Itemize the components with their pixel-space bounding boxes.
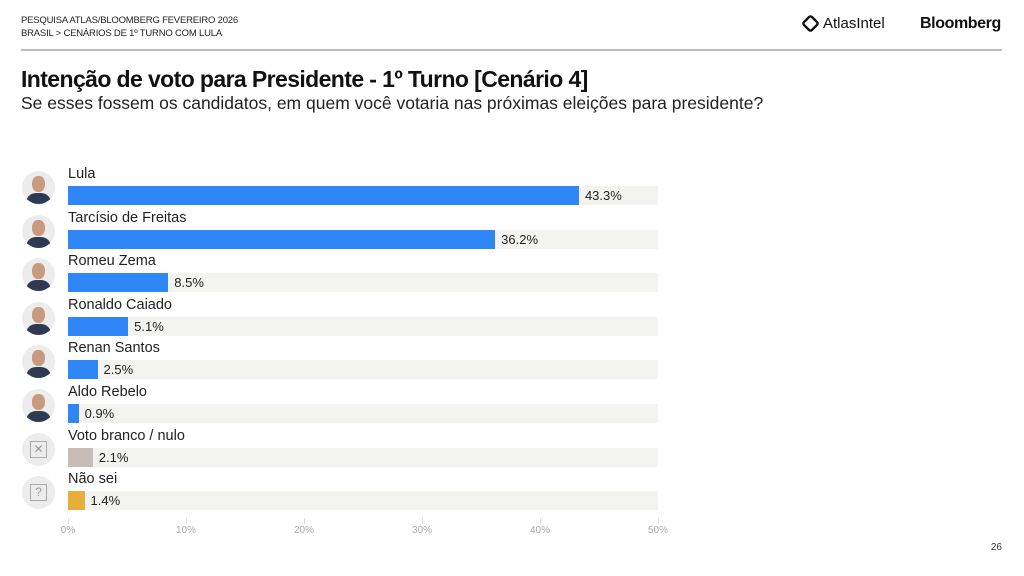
x-tick [68,518,69,524]
avatar-body [26,411,51,422]
x-tick [540,518,541,524]
divider [21,49,1002,51]
candidate-avatar [22,214,55,248]
chart-subtitle: Se esses fossem os candidatos, em quem v… [21,93,764,113]
data-label: 0.9% [84,406,115,421]
avatar-head [32,350,45,367]
category-label: Tarcísio de Freitas [68,209,187,226]
atlas-diamond-icon [800,13,821,34]
bar-track [68,316,658,336]
bloomberg-logo: Bloomberg [920,15,1001,32]
bar [68,491,85,511]
avatar-body [26,323,51,335]
avatar-head [32,306,45,323]
x-box-icon: ✕ [22,432,55,466]
avatar-body [26,280,51,292]
bar [68,360,98,380]
category-label: Voto branco / nulo [68,427,185,444]
bar [68,447,93,467]
x-tick-label: 40% [529,525,551,536]
category-label: Aldo Rebelo [68,384,147,400]
data-label: 36.2% [501,231,539,247]
bar-track [68,273,658,293]
category-label: Romeu Zema [68,253,156,270]
x-tick-label: 20% [293,525,315,536]
question-box-icon: ? [30,484,47,502]
bar-track [68,491,658,511]
data-label: 8.5% [174,275,204,291]
avatar-head [32,394,45,410]
page-number: 26 [990,542,1002,553]
category-label: Lula [68,166,96,182]
x-tick [304,518,305,524]
candidate-avatar [22,301,55,335]
atlasintel-logo: AtlasIntel [800,13,885,34]
category-label: Renan Santos [68,340,160,357]
x-tick [658,518,659,524]
bar-track [68,360,658,380]
candidate-avatar [22,389,55,422]
bar-track [68,447,658,467]
avatar-head [32,263,45,280]
breadcrumb: BRASIL > CENÁRIOS DE 1º TURNO COM LULA [21,28,222,39]
avatar-body [26,193,51,204]
candidate-avatar [22,258,55,292]
x-tick-label: 50% [647,525,669,536]
bar [68,273,169,293]
bar [68,404,79,423]
x-tick-label: 10% [175,525,197,536]
x-tick-label: 30% [411,525,433,536]
category-label: Ronaldo Caiado [68,296,172,313]
bar [68,229,496,249]
bar-track [68,404,658,423]
category-label: Não sei [68,471,118,488]
candidate-avatar [22,171,55,204]
atlas-logo-text: AtlasIntel [823,15,885,32]
x-tick [186,518,187,524]
data-label: 43.3% [584,188,622,203]
chart-title: Intenção de voto para Presidente - 1º Tu… [21,66,588,92]
question-box-icon: ? [22,476,55,510]
bar [68,186,579,205]
avatar-body [26,236,51,248]
data-label: 2.5% [103,362,134,378]
x-tick [422,518,423,524]
x-tick-label: 0% [60,525,76,536]
x-box-icon: ✕ [30,440,47,458]
avatar-head [32,176,45,192]
candidate-avatar [22,345,55,379]
survey-title: PESQUISA ATLAS/BLOOMBERG FEVEREIRO 2026 [21,15,238,26]
data-label: 1.4% [90,493,121,509]
avatar-head [32,219,45,236]
avatar-body [26,367,51,379]
data-label: 2.1% [98,449,129,465]
bar [68,316,129,336]
data-label: 5.1% [134,318,164,334]
